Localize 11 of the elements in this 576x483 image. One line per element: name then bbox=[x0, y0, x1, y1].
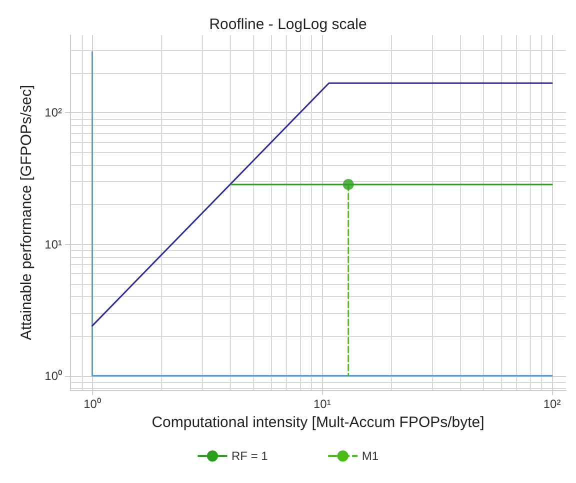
y-tick-label: 10² bbox=[44, 106, 62, 120]
y-axis-title: Attainable performance [GFPOPs/sec] bbox=[18, 84, 35, 340]
x-tick-label: 10⁰ bbox=[84, 397, 101, 411]
legend-label: M1 bbox=[362, 449, 379, 463]
x-tick-label: 10¹ bbox=[313, 397, 331, 411]
y-tick-label: 10¹ bbox=[44, 237, 62, 252]
legend-label: RF = 1 bbox=[231, 449, 268, 463]
chart-title: Roofline - LogLog scale bbox=[209, 16, 367, 33]
y-tick-label: 10⁰ bbox=[44, 368, 62, 383]
x-axis-title: Computational intensity [Mult-Accum FPOPs/byte] bbox=[152, 414, 484, 431]
x-tick-label: 10² bbox=[543, 397, 561, 411]
